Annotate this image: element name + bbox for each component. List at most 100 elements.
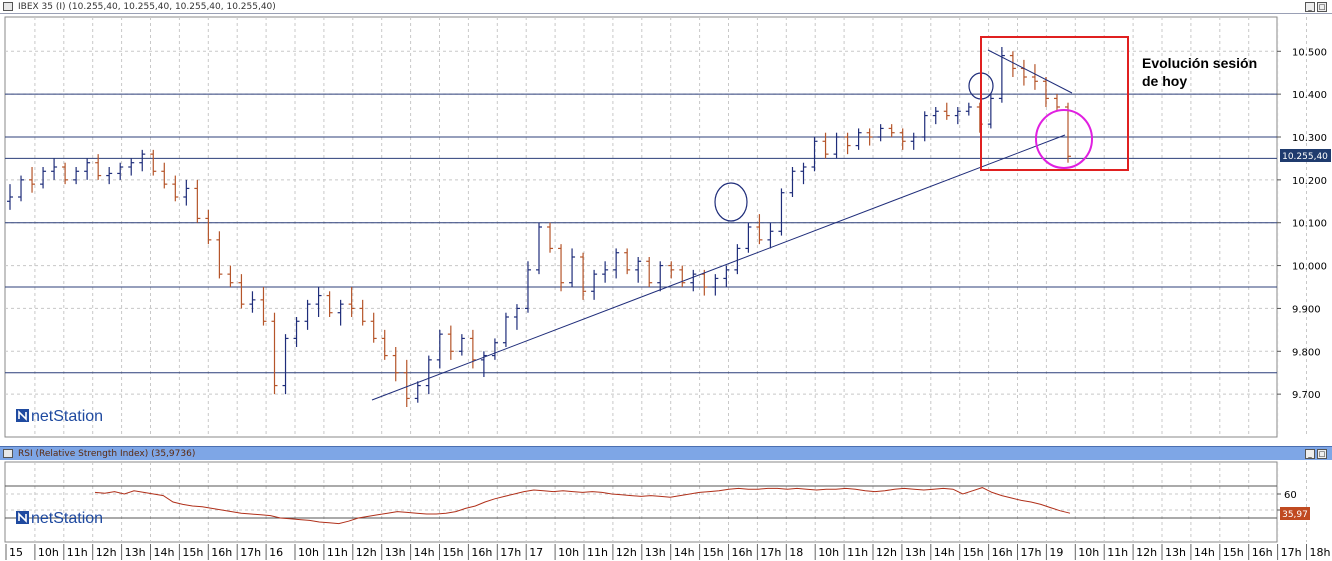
ohlc-bar: [293, 317, 300, 347]
rsi-horizontal-levels: [5, 485, 1277, 519]
x-tick-label: 15: [9, 546, 23, 559]
last-price-badge: [1280, 149, 1331, 162]
ohlc-bar: [480, 351, 487, 377]
x-tick-label: 14h: [934, 546, 955, 559]
ohlc-bar: [7, 184, 13, 210]
annotation-text: Evolución sesión de hoy: [1142, 54, 1257, 90]
ohlc-bar: [547, 222, 554, 253]
x-tick-label: 14h: [1194, 546, 1215, 559]
netstation-watermark-rsi: netStation: [31, 510, 103, 527]
ohlc-bar: [778, 188, 785, 236]
price-y-tick-label: 10.200: [1292, 176, 1327, 187]
ohlc-bar: [987, 94, 994, 129]
price-y-tick-label: 9.900: [1292, 304, 1321, 315]
x-tick-label: 18: [789, 546, 803, 559]
x-tick-label: 19: [1049, 546, 1063, 559]
uptrend-line: [371, 134, 1066, 401]
x-tick-label: 14h: [414, 546, 435, 559]
x-tick-label: 15h: [1223, 546, 1244, 559]
ohlc-bar: [117, 162, 124, 180]
price-y-tick-label: 10.300: [1292, 133, 1327, 144]
price-grid: [5, 17, 1307, 437]
x-tick-label: 10h: [38, 546, 59, 559]
price-panel-header: IBEX 35 (I) (10.255,40, 10.255,40, 10.25…: [0, 0, 1332, 14]
x-tick-label: 16h: [211, 546, 232, 559]
ohlc-bar: [425, 355, 432, 395]
ohlc-bar: [1042, 77, 1049, 107]
rsi-panel-header: RSI (Relative Strength Index) (35,9736) …: [0, 446, 1332, 460]
ohlc-bar: [381, 329, 388, 360]
annotation-line-2: de hoy: [1142, 73, 1188, 89]
ohlc-bar: [580, 252, 587, 300]
ohlc-bar: [469, 329, 476, 369]
rsi-last-label: 35,97: [1282, 510, 1308, 520]
ohlc-bar: [348, 287, 355, 317]
netstation-logo-rsi: netStation: [16, 510, 103, 527]
ohlc-bar: [260, 287, 267, 326]
minimize-button[interactable]: _: [1305, 2, 1315, 12]
ohlc-bar: [932, 107, 939, 125]
ohlc-bar: [943, 102, 950, 120]
ohlc-bar: [756, 214, 763, 245]
x-tick-label: 17h: [1021, 546, 1042, 559]
x-tick-label: 13h: [905, 546, 926, 559]
support-test-circle: [1035, 109, 1093, 169]
maximize-button[interactable]: □: [1317, 2, 1327, 12]
x-tick-label: 17h: [760, 546, 781, 559]
ohlc-bar: [899, 128, 906, 150]
rsi-minimize-button[interactable]: _: [1305, 449, 1315, 459]
price-y-tick-label: 9.800: [1292, 347, 1321, 358]
ohlc-bar: [271, 312, 278, 395]
ohlc-bar: [1009, 51, 1016, 77]
ohlc-bar: [29, 167, 36, 193]
netstation-watermark-price: netStation: [31, 408, 103, 425]
ohlc-bar: [282, 334, 289, 395]
ohlc-bar: [844, 132, 851, 155]
ohlc-bar: [491, 338, 498, 360]
ohlc-bar: [513, 304, 520, 330]
price-panel-title: IBEX 35 (I) (10.255,40, 10.255,40, 10.25…: [18, 2, 276, 12]
x-tick-label: 10h: [1078, 546, 1099, 559]
rsi-maximize-button[interactable]: □: [1317, 449, 1327, 459]
today-session-box: [980, 36, 1129, 171]
x-tick-label: 12h: [616, 546, 637, 559]
x-tick-label: 13h: [385, 546, 406, 559]
ohlc-bar: [811, 137, 818, 172]
ohlc-bar: [62, 162, 69, 185]
ohlc-bar: [227, 265, 234, 287]
ohlc-bar: [172, 175, 179, 202]
ohlc-bar: [447, 325, 454, 360]
x-tick-label: 13h: [1165, 546, 1186, 559]
last-price-label: 10.255,40: [1282, 152, 1328, 162]
ohlc-bar: [51, 158, 58, 180]
rsi-last-badge: [1280, 507, 1310, 520]
ohlc-bar: [569, 248, 576, 287]
x-tick-label: 10h: [558, 546, 579, 559]
price-y-tick-label: 10.000: [1292, 262, 1327, 273]
ohlc-bar: [789, 167, 796, 197]
ohlc-bar: [161, 162, 168, 189]
price-y-tick-label: 9.700: [1292, 390, 1321, 401]
x-tick-label: 15h: [963, 546, 984, 559]
ohlc-bar: [359, 299, 366, 326]
ohlc-bar: [954, 107, 961, 125]
ohlc-bar: [216, 231, 223, 279]
x-tick-label: 16h: [1252, 546, 1273, 559]
x-tick-label: 12h: [356, 546, 377, 559]
ohlc-bar: [403, 359, 410, 407]
price-horizontal-levels: [5, 93, 1277, 374]
ohlc-bar: [866, 128, 873, 146]
price-y-axis: 9.700 9.800 9.900 10.000 10.100 10.200 10.300 1…: [1277, 47, 1327, 401]
ohlc-bar: [1065, 102, 1071, 163]
x-tick-label: 16: [269, 546, 283, 559]
ohlc-bar: [337, 299, 344, 326]
ohlc-bar: [668, 261, 675, 279]
ohlc-bar: [304, 299, 311, 330]
ohlc-bar: [524, 261, 531, 313]
x-tick-label: 16h: [732, 546, 753, 559]
x-tick-label: 12h: [876, 546, 897, 559]
ohlc-bar: [734, 244, 741, 275]
x-tick-label: 11h: [587, 546, 608, 559]
x-tick-label: 11h: [1107, 546, 1128, 559]
